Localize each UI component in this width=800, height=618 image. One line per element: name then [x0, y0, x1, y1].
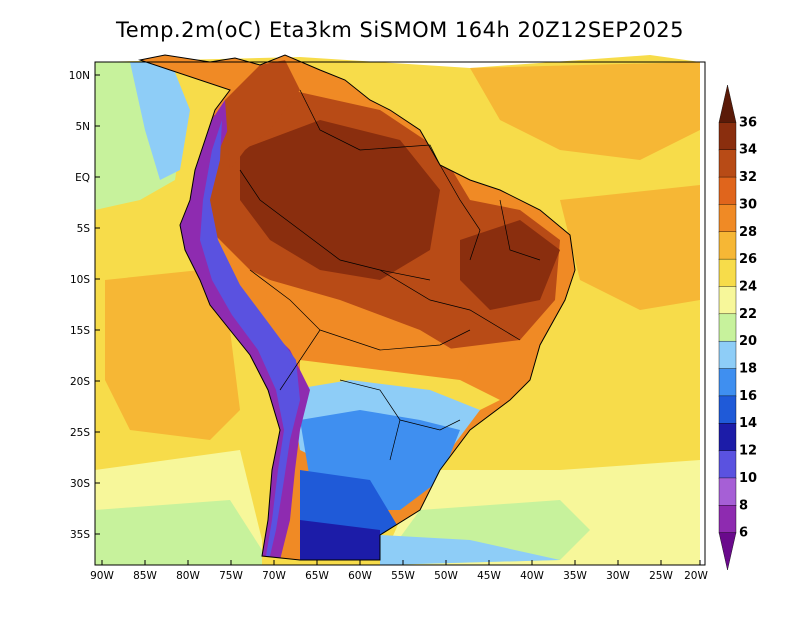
lon-label: 40W — [520, 570, 544, 582]
lon-axis: 90W 85W 80W 75W 70W 65W 60W 55W 50W 45W … — [90, 560, 708, 582]
colorbar-swatch — [718, 477, 737, 506]
colorbar-swatch — [718, 258, 737, 288]
colorbar-swatch — [718, 176, 737, 206]
colorbar-label: 26 — [739, 252, 757, 267]
south-atlantic-coldest — [380, 535, 560, 565]
lat-axis: 10N 5N EQ 5S 10S 15S 20S 25S 30S 35S — [69, 70, 100, 541]
south-tip-cold — [300, 520, 380, 560]
lat-label: 35S — [70, 529, 90, 541]
colorbar-label: 20 — [739, 334, 757, 349]
colorbar-label: 10 — [739, 471, 757, 486]
colorbar-label: 32 — [739, 170, 757, 185]
colorbar-swatch — [718, 149, 737, 178]
lon-label: 30W — [606, 570, 630, 582]
lat-label: 20S — [70, 376, 90, 388]
lon-label: 45W — [477, 570, 501, 582]
colorbar-swatch — [718, 204, 737, 233]
lon-label: 75W — [219, 570, 243, 582]
country-borders — [239, 89, 541, 461]
lat-label: 10N — [69, 70, 90, 82]
colorbar-label: 36 — [739, 115, 757, 130]
colorbar-swatch — [718, 395, 737, 424]
colorbar-swatch — [718, 313, 737, 342]
lat-label: 10S — [70, 274, 90, 286]
lon-label: 65W — [305, 570, 329, 582]
lat-label: 30S — [70, 478, 90, 490]
map-title: Temp.2m(oC) Eta3km SiSMOM 164h 20Z12SEP2… — [115, 18, 685, 42]
colorbar-swatch — [718, 505, 737, 534]
colorbar-label: 8 — [739, 498, 748, 513]
lon-label: 20W — [684, 570, 708, 582]
colorbar-swatch — [718, 84, 737, 123]
colorbar-swatch — [718, 231, 737, 260]
colorbar-label: 30 — [739, 197, 757, 212]
lon-label: 60W — [348, 570, 372, 582]
warm-atlantic-tropics — [560, 185, 700, 310]
colorbar-swatch — [718, 368, 737, 397]
lon-label: 25W — [649, 570, 673, 582]
northeast-hot — [460, 220, 560, 310]
lat-label: EQ — [75, 172, 90, 184]
colorbar-label: 6 — [739, 526, 748, 541]
colorbar-swatch — [718, 423, 737, 452]
warm-pacific-band — [105, 270, 240, 440]
colorbar-label: 16 — [739, 389, 757, 404]
central-warm — [260, 280, 470, 390]
colorbar-swatch — [718, 532, 737, 571]
colorbar-swatch — [718, 122, 737, 151]
colorbar-swatch — [718, 450, 737, 479]
lat-label: 5S — [77, 223, 91, 235]
andes-ridge — [200, 120, 300, 556]
lon-label: 80W — [176, 570, 200, 582]
pacific-cool-inner — [130, 60, 190, 180]
colorbar-swatch — [718, 340, 737, 370]
colorbar-label: 28 — [739, 225, 757, 240]
lat-label: 25S — [70, 427, 90, 439]
colorbar-label: 14 — [739, 416, 757, 431]
colorbar: 6 8 10 12 14 16 18 20 22 24 26 28 30 32 34 36 — [718, 84, 757, 571]
lon-label: 50W — [434, 570, 458, 582]
colorbar-swatch — [718, 286, 737, 315]
coastline — [138, 54, 576, 561]
lon-label: 90W — [90, 570, 114, 582]
colorbar-label: 34 — [739, 143, 757, 158]
lon-label: 35W — [563, 570, 587, 582]
lon-label: 55W — [391, 570, 415, 582]
amazon-hotter — [240, 120, 440, 280]
colorbar-label: 24 — [739, 279, 757, 294]
lon-label: 85W — [133, 570, 157, 582]
andes-lowlands — [225, 60, 300, 170]
colorbar-label: 12 — [739, 444, 757, 459]
warm-atlantic-band — [470, 62, 700, 160]
lat-label: 5N — [75, 121, 90, 133]
lon-label: 70W — [262, 570, 286, 582]
map-frame — [94, 61, 706, 566]
south-pacific-cooler — [95, 500, 262, 565]
colorbar-label: 18 — [739, 362, 757, 377]
lat-label: 15S — [70, 325, 90, 337]
colorbar-label: 22 — [739, 307, 757, 322]
